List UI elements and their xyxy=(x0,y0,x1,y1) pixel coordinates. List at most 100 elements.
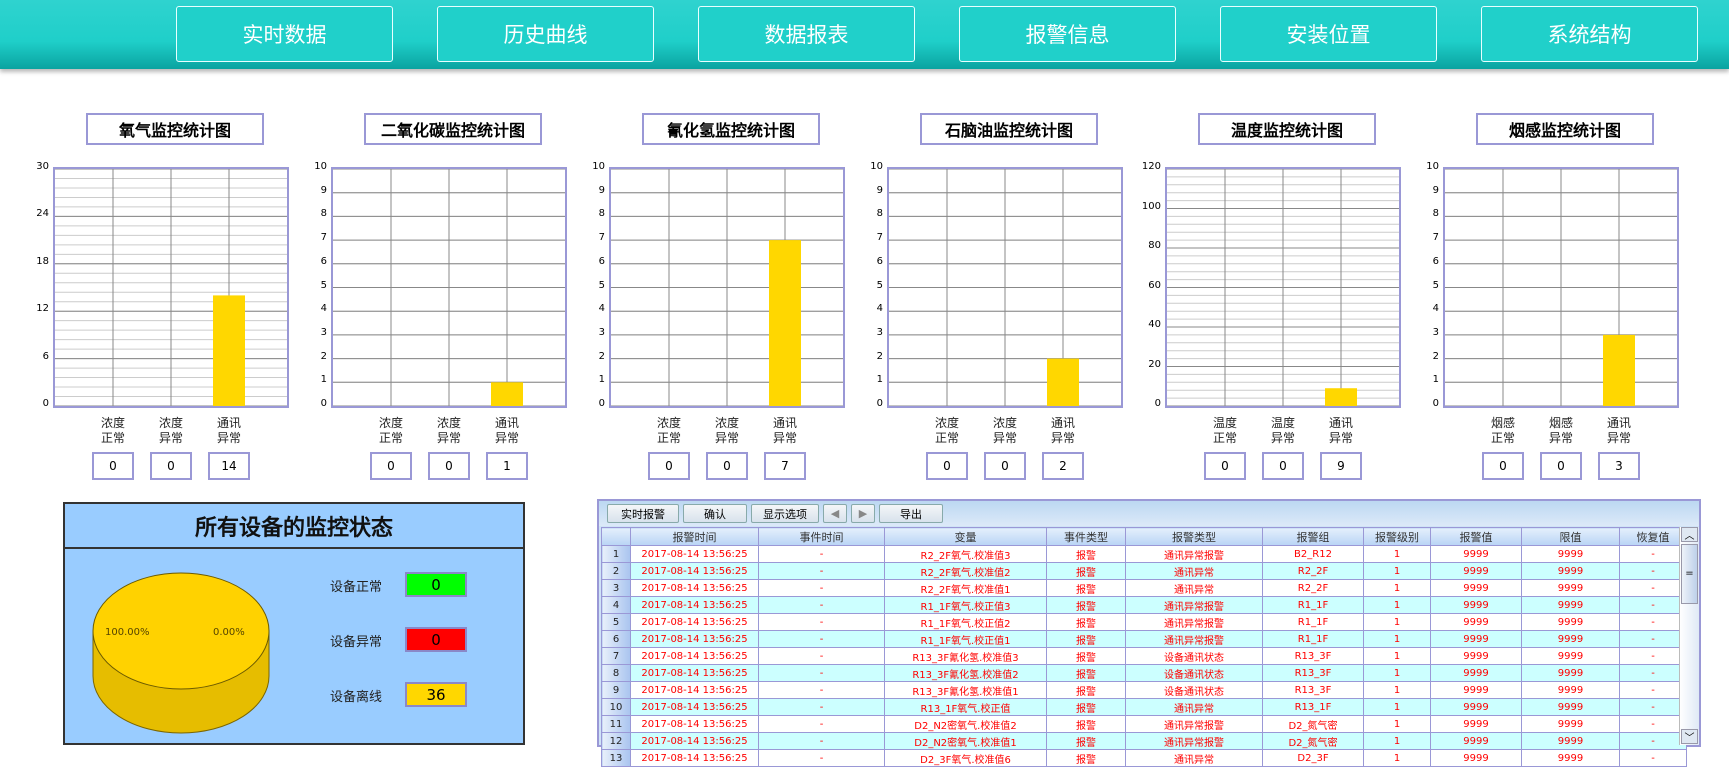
nav-button-1[interactable]: 历史曲线 xyxy=(437,6,654,62)
nav-button-5[interactable]: 系统结构 xyxy=(1481,6,1698,62)
y-tick-label: 0 xyxy=(876,398,883,409)
y-tick-label: 10 xyxy=(592,161,605,172)
toolbar-button-3[interactable]: ◀ xyxy=(823,504,847,523)
value-box: 0 xyxy=(926,452,968,480)
chart-2: 氰化氢监控统计图 0 1 2 3 4 5 6 7 8 9 10 浓度 正常 0 浓度 异常 0 通讯 异常 7 xyxy=(592,113,887,483)
table-cell: - xyxy=(1619,681,1687,699)
table-cell: 1 xyxy=(1363,664,1431,682)
row-number: 12 xyxy=(601,732,631,750)
column-header[interactable]: 恢复值 xyxy=(1619,527,1687,546)
bar xyxy=(1047,358,1079,406)
table-cell: 1 xyxy=(1363,749,1431,767)
nav-button-3[interactable]: 报警信息 xyxy=(959,6,1176,62)
plot-area xyxy=(53,167,289,408)
nav-button-0[interactable]: 实时数据 xyxy=(176,6,393,62)
column-header[interactable]: 限值 xyxy=(1521,527,1620,546)
table-cell: 报警 xyxy=(1046,613,1126,631)
toolbar-button-5[interactable]: 导出 xyxy=(879,504,943,523)
chart-title: 二氧化碳监控统计图 xyxy=(364,113,542,145)
column-header[interactable]: 事件时间 xyxy=(758,527,885,546)
table-cell: 9999 xyxy=(1430,715,1522,733)
column-header[interactable]: 报警类型 xyxy=(1125,527,1263,546)
table-row[interactable]: 3 2017-08-14 13:56:25- R2_2F氧气.校准值1 报警 通讯异常 R… xyxy=(601,579,1687,597)
table-row[interactable]: 7 2017-08-14 13:56:25- R13_3F氰化氢.校准值3 报警 设备通… xyxy=(601,647,1687,665)
table-cell: R13_1F xyxy=(1262,698,1364,716)
table-cell: - xyxy=(1619,749,1687,767)
y-tick-label: 8 xyxy=(1432,208,1439,220)
column-header[interactable] xyxy=(601,527,631,546)
table-cell: 9999 xyxy=(1430,681,1522,699)
y-tick-label: 3 xyxy=(320,326,327,338)
table-cell: - xyxy=(1619,664,1687,682)
table-cell: 1 xyxy=(1363,698,1431,716)
table-row[interactable]: 11 2017-08-14 13:56:25- D2_N2密氧气.校准值2 报警 通讯异… xyxy=(601,715,1687,733)
scroll-thumb[interactable]: = xyxy=(1681,544,1698,604)
table-cell: 9999 xyxy=(1521,596,1620,614)
table-row[interactable]: 5 2017-08-14 13:56:25- R1_1F氧气.校正值2 报警 通讯异常报… xyxy=(601,613,1687,631)
y-tick-label: 80 xyxy=(1148,240,1161,251)
y-tick-label: 12 xyxy=(36,303,49,315)
table-cell: D2_N2密氧气.校准值1 xyxy=(884,732,1047,750)
scroll-down-icon[interactable]: ﹀ xyxy=(1681,729,1698,744)
column-header[interactable]: 变量 xyxy=(884,527,1047,546)
table-cell: D2_氮气密 xyxy=(1262,715,1364,733)
x-category-label: 通讯 异常 xyxy=(1606,416,1631,445)
toolbar-button-1[interactable]: 确认 xyxy=(683,504,747,523)
table-cell: R13_3F氰化氢.校准值1 xyxy=(884,681,1047,699)
table-cell: 2017-08-14 13:56:25 xyxy=(630,562,759,580)
column-header[interactable]: 报警值 xyxy=(1430,527,1522,546)
value-box: 9 xyxy=(1320,452,1362,480)
table-cell: R13_3F xyxy=(1262,681,1364,699)
table-row[interactable]: 6 2017-08-14 13:56:25- R1_1F氧气.校正值1 报警 通讯异常报… xyxy=(601,630,1687,648)
column-header[interactable]: 报警时间 xyxy=(630,527,759,546)
table-cell: 报警 xyxy=(1046,732,1126,750)
table-cell: 设备通讯状态 xyxy=(1125,647,1263,665)
status-value-box: 0 xyxy=(405,572,467,597)
toolbar-button-4[interactable]: ▶ xyxy=(851,504,875,523)
value-box: 0 xyxy=(706,452,748,480)
table-row[interactable]: 13 2017-08-14 13:56:25- D2_3F氧气.校准值6 报警 通讯异常… xyxy=(601,749,1687,767)
table-cell: - xyxy=(1619,545,1687,563)
table-cell: 通讯异常报警 xyxy=(1125,715,1263,733)
nav-button-4[interactable]: 安装位置 xyxy=(1220,6,1437,62)
table-cell: - xyxy=(758,698,885,716)
bar xyxy=(491,382,523,406)
status-pie-chart: 100.00% 0.00% xyxy=(92,572,270,734)
table-cell: 报警 xyxy=(1046,647,1126,665)
table-cell: 2017-08-14 13:56:25 xyxy=(630,698,759,716)
table-row[interactable]: 1 2017-08-14 13:56:25- R2_2F氧气.校准值3 报警 通讯异常报… xyxy=(601,545,1687,563)
table-cell: 9999 xyxy=(1521,562,1620,580)
table-row[interactable]: 12 2017-08-14 13:56:25- D2_N2密氧气.校准值1 报警 通讯异… xyxy=(601,732,1687,750)
table-cell: - xyxy=(1619,715,1687,733)
vertical-scrollbar[interactable]: ︿ = ﹀ xyxy=(1679,527,1699,745)
value-box: 1 xyxy=(486,452,528,480)
chart-3: 石脑油监控统计图 0 1 2 3 4 5 6 7 8 9 10 浓度 正常 0 浓度 异常 0 通讯 异常 2 xyxy=(870,113,1165,483)
toolbar-button-0[interactable]: 实时报警 xyxy=(607,504,679,523)
table-cell: 设备通讯状态 xyxy=(1125,664,1263,682)
chart-4: 温度监控统计图 0 20 40 60 80 100 120 温度 正常 0 温度 异常 0 通讯 异常 9 xyxy=(1142,113,1443,483)
table-cell: R13_3F氰化氢.校准值3 xyxy=(884,647,1047,665)
table-row[interactable]: 8 2017-08-14 13:56:25- R13_3F氰化氢.校准值2 报警 设备通… xyxy=(601,664,1687,682)
value-box: 14 xyxy=(208,452,250,480)
table-cell: 2017-08-14 13:56:25 xyxy=(630,732,759,750)
table-cell: 报警 xyxy=(1046,664,1126,682)
table-row[interactable]: 2 2017-08-14 13:56:25- R2_2F氧气.校准值2 报警 通讯异常 R… xyxy=(601,562,1687,580)
table-cell: - xyxy=(758,562,885,580)
table-cell: 9999 xyxy=(1430,579,1522,597)
table-row[interactable]: 10 2017-08-14 13:56:25- R13_1F氧气.校正值 报警 通讯异常… xyxy=(601,698,1687,716)
column-header[interactable]: 事件类型 xyxy=(1046,527,1126,546)
y-tick-label: 0 xyxy=(598,398,605,409)
table-cell: - xyxy=(1619,698,1687,716)
x-category-label: 浓度 正常 xyxy=(934,416,959,445)
bar xyxy=(1603,334,1635,406)
table-row[interactable]: 9 2017-08-14 13:56:25- R13_3F氰化氢.校准值1 报警 设备通… xyxy=(601,681,1687,699)
x-category-label: 浓度 异常 xyxy=(158,416,183,445)
table-cell: 2017-08-14 13:56:25 xyxy=(630,579,759,597)
nav-button-2[interactable]: 数据报表 xyxy=(698,6,915,62)
scroll-up-icon[interactable]: ︿ xyxy=(1681,527,1698,542)
table-cell: R13_1F氧气.校正值 xyxy=(884,698,1047,716)
column-header[interactable]: 报警级别 xyxy=(1363,527,1431,546)
table-row[interactable]: 4 2017-08-14 13:56:25- R1_1F氧气.校正值3 报警 通讯异常报… xyxy=(601,596,1687,614)
column-header[interactable]: 报警组 xyxy=(1262,527,1364,546)
toolbar-button-2[interactable]: 显示选项 xyxy=(751,504,819,523)
